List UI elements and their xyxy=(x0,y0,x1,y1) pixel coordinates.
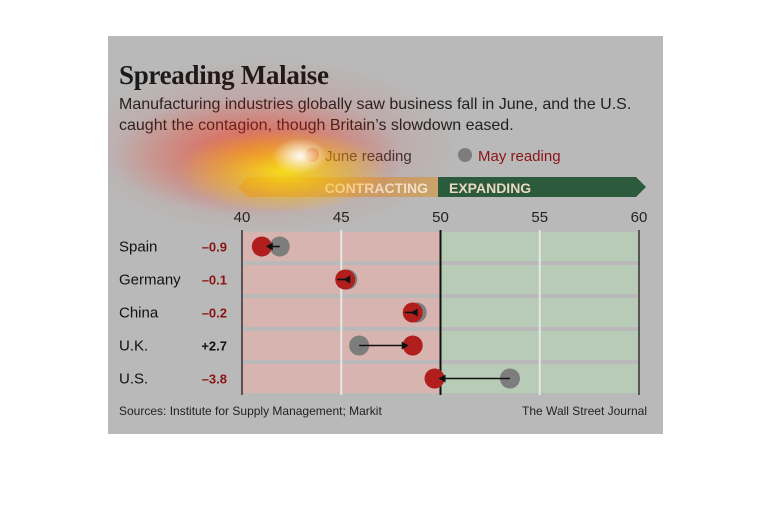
change-label: –0.2 xyxy=(202,306,227,321)
legend-may-dot xyxy=(458,148,472,162)
contracting-label: CONTRACTING xyxy=(325,180,429,196)
zone-banner: CONTRACTING EXPANDING xyxy=(238,177,646,197)
dot-chart: June reading May reading CONTRACTING EXP… xyxy=(119,148,647,395)
legend-may-label: May reading xyxy=(478,148,561,165)
change-label: –3.8 xyxy=(202,372,227,387)
change-label: +2.7 xyxy=(201,339,227,354)
x-tick-label: 50 xyxy=(432,209,449,226)
legend-june-label: June reading xyxy=(325,148,412,165)
legend: June reading May reading xyxy=(305,148,561,165)
x-tick-label: 45 xyxy=(333,209,350,226)
chart-panel: Spreading Malaise Manufacturing industri… xyxy=(108,36,663,434)
sources-note: Sources: Institute for Supply Management… xyxy=(119,404,382,418)
country-label: China xyxy=(119,305,159,322)
plot-area: 40 45 50 55 60 Spain –0.9 Germany –0.1 China –0.2 U… xyxy=(119,209,647,395)
x-tick-label: 40 xyxy=(234,209,251,226)
change-label: –0.1 xyxy=(202,273,227,288)
change-label: –0.9 xyxy=(202,240,227,255)
country-label: U.S. xyxy=(119,371,148,388)
legend-june-dot xyxy=(305,148,319,162)
expanding-label: EXPANDING xyxy=(449,180,531,196)
x-tick-label: 55 xyxy=(531,209,548,226)
x-tick-label: 60 xyxy=(631,209,648,226)
country-label: Germany xyxy=(119,272,181,289)
country-label: U.K. xyxy=(119,338,148,355)
credit-note: The Wall Street Journal xyxy=(522,404,647,418)
country-label: Spain xyxy=(119,239,157,256)
